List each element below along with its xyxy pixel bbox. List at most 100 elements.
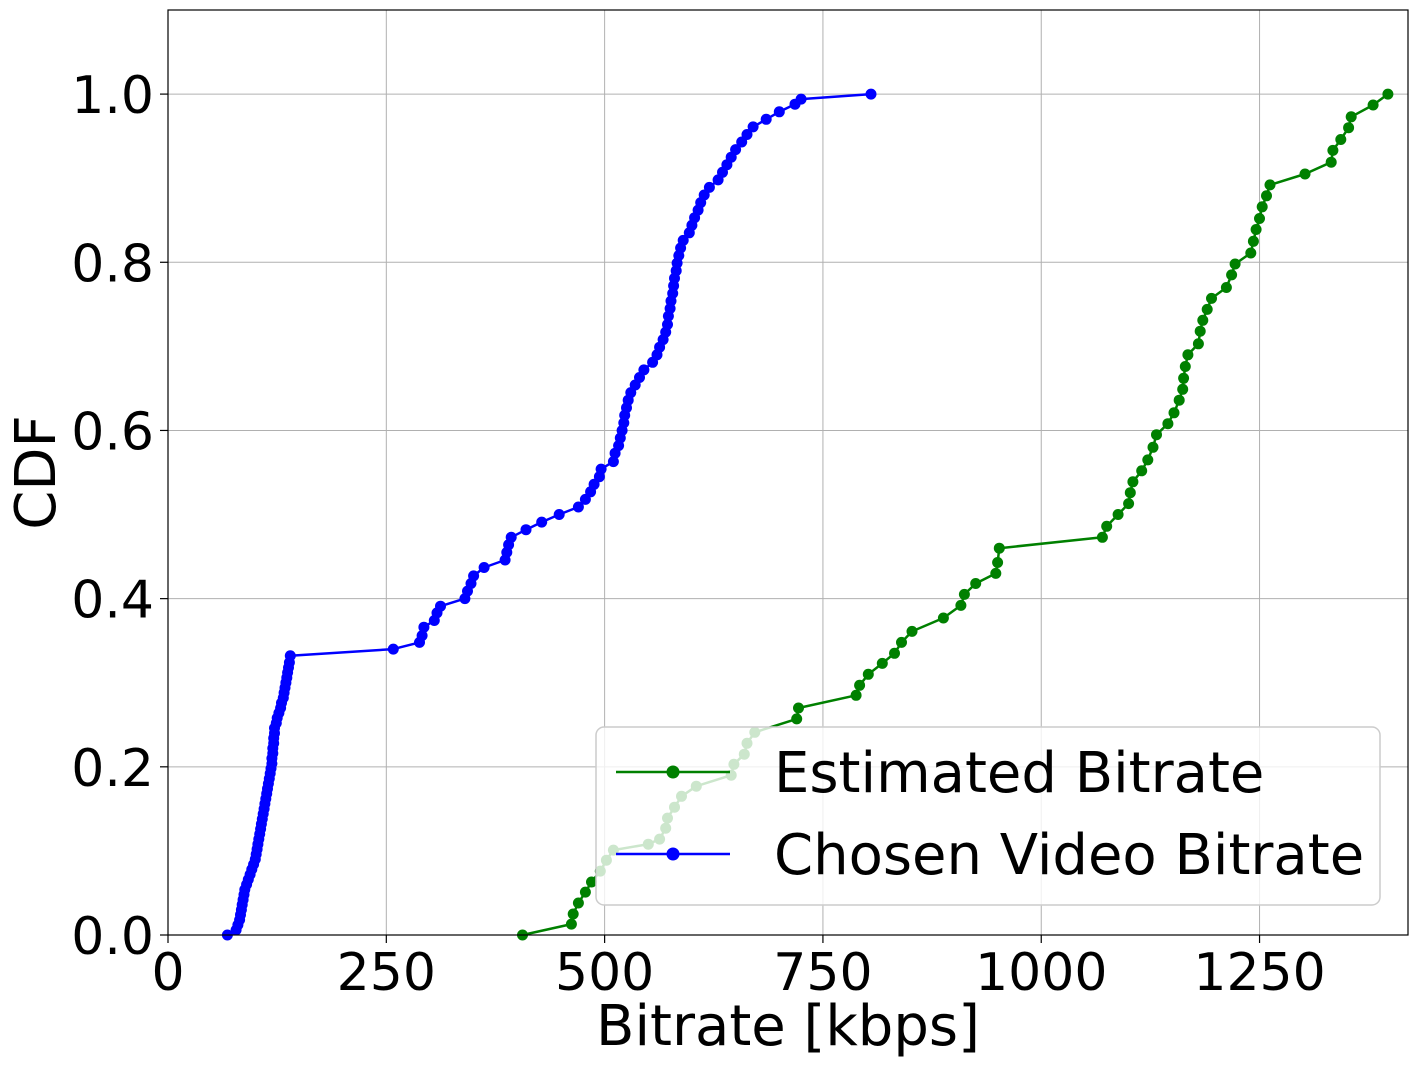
- data-point: [572, 501, 584, 513]
- data-point: [1327, 144, 1339, 156]
- data-point: [1245, 247, 1257, 259]
- data-point: [1194, 325, 1206, 337]
- data-point: [1101, 520, 1113, 532]
- data-point: [1345, 111, 1357, 123]
- data-point: [478, 562, 490, 573]
- data-point: [565, 918, 577, 930]
- data-point: [416, 630, 428, 642]
- data-point: [1147, 441, 1159, 453]
- x-axis-label: Bitrate [kbps]: [596, 994, 980, 1059]
- x-tick-label: 0: [151, 943, 184, 1003]
- data-point: [741, 129, 753, 140]
- data-point: [773, 106, 785, 118]
- data-point: [1367, 99, 1379, 111]
- data-point: [638, 364, 650, 376]
- data-point: [730, 144, 742, 156]
- data-point: [586, 876, 597, 888]
- data-point: [1127, 476, 1139, 488]
- data-point: [1264, 179, 1276, 191]
- y-tick-label: 1.0: [71, 66, 154, 126]
- legend-swatch-marker: [666, 847, 680, 861]
- data-point: [468, 570, 480, 582]
- data-point: [992, 557, 1004, 568]
- y-axis-label: CDF: [4, 415, 69, 529]
- data-point: [579, 886, 591, 898]
- data-point: [1096, 531, 1108, 543]
- x-tick-label: 1250: [1193, 943, 1325, 1003]
- data-point: [1229, 258, 1241, 270]
- y-tick-label: 0.6: [71, 402, 154, 462]
- data-point: [862, 668, 874, 680]
- data-point: [760, 113, 772, 125]
- data-point: [1325, 156, 1337, 168]
- data-point: [970, 578, 982, 589]
- data-point: [1299, 168, 1311, 180]
- data-point: [1136, 465, 1148, 477]
- data-point: [876, 657, 888, 669]
- data-point: [1250, 224, 1262, 235]
- data-point: [1192, 338, 1204, 350]
- data-point: [1179, 361, 1191, 372]
- series-layer: [221, 88, 1394, 941]
- legend-box: [595, 726, 1381, 906]
- data-point: [955, 599, 967, 611]
- data-point: [387, 643, 399, 655]
- data-point: [896, 636, 907, 648]
- data-point: [1343, 122, 1355, 134]
- data-point: [418, 621, 430, 633]
- data-point: [284, 650, 296, 662]
- data-point: [435, 600, 446, 612]
- data-point: [958, 588, 970, 600]
- data-point: [791, 713, 803, 725]
- data-point: [1182, 349, 1194, 361]
- data-point: [520, 524, 532, 536]
- data-point: [1124, 487, 1136, 499]
- legend-entry: Estimated Bitrate: [616, 741, 1264, 806]
- y-tick-label: 0.8: [71, 234, 154, 294]
- x-tick-label: 500: [555, 943, 654, 1003]
- axis-ticks: 0 250 500 750 1000 1250 0.0 0.2 0.4 0.6 0.8 1.0: [71, 66, 1325, 1003]
- data-point: [505, 531, 517, 543]
- legend: Estimated Bitrate Chosen Video Bitrate: [595, 726, 1381, 906]
- data-point: [990, 567, 1002, 579]
- data-point: [1173, 394, 1185, 406]
- data-point: [1201, 303, 1213, 315]
- legend-entry: Chosen Video Bitrate: [616, 823, 1364, 888]
- data-point: [607, 456, 619, 468]
- data-point: [1151, 429, 1162, 441]
- y-tick-label: 0.0: [71, 907, 154, 967]
- data-point: [1168, 407, 1180, 419]
- legend-label: Chosen Video Bitrate: [774, 823, 1364, 888]
- y-tick-label: 0.4: [71, 571, 154, 631]
- data-point: [1247, 235, 1259, 247]
- data-point: [572, 897, 584, 909]
- data-point: [536, 516, 548, 528]
- data-point: [854, 679, 866, 691]
- legend-swatch-marker: [666, 765, 680, 779]
- data-point: [1220, 282, 1232, 293]
- data-point: [850, 689, 862, 701]
- data-point: [865, 88, 877, 100]
- y-tick-label: 0.2: [71, 739, 154, 799]
- data-point: [993, 542, 1005, 554]
- data-point: [1197, 314, 1209, 326]
- data-point: [1382, 88, 1394, 100]
- data-point: [677, 234, 689, 246]
- data-point: [1112, 509, 1124, 520]
- data-point: [1162, 418, 1174, 430]
- plot-frame: [167, 9, 1409, 936]
- data-point: [567, 908, 579, 920]
- data-point: [1206, 292, 1217, 304]
- data-point: [793, 702, 804, 714]
- data-point: [1177, 383, 1189, 395]
- series-0: [517, 88, 1394, 941]
- x-tick-label: 250: [337, 943, 436, 1003]
- x-tick-label: 1000: [975, 943, 1107, 1003]
- data-point: [1142, 454, 1154, 466]
- data-point: [1335, 134, 1347, 145]
- data-point: [795, 93, 807, 105]
- data-point: [662, 319, 673, 330]
- data-point: [889, 647, 900, 659]
